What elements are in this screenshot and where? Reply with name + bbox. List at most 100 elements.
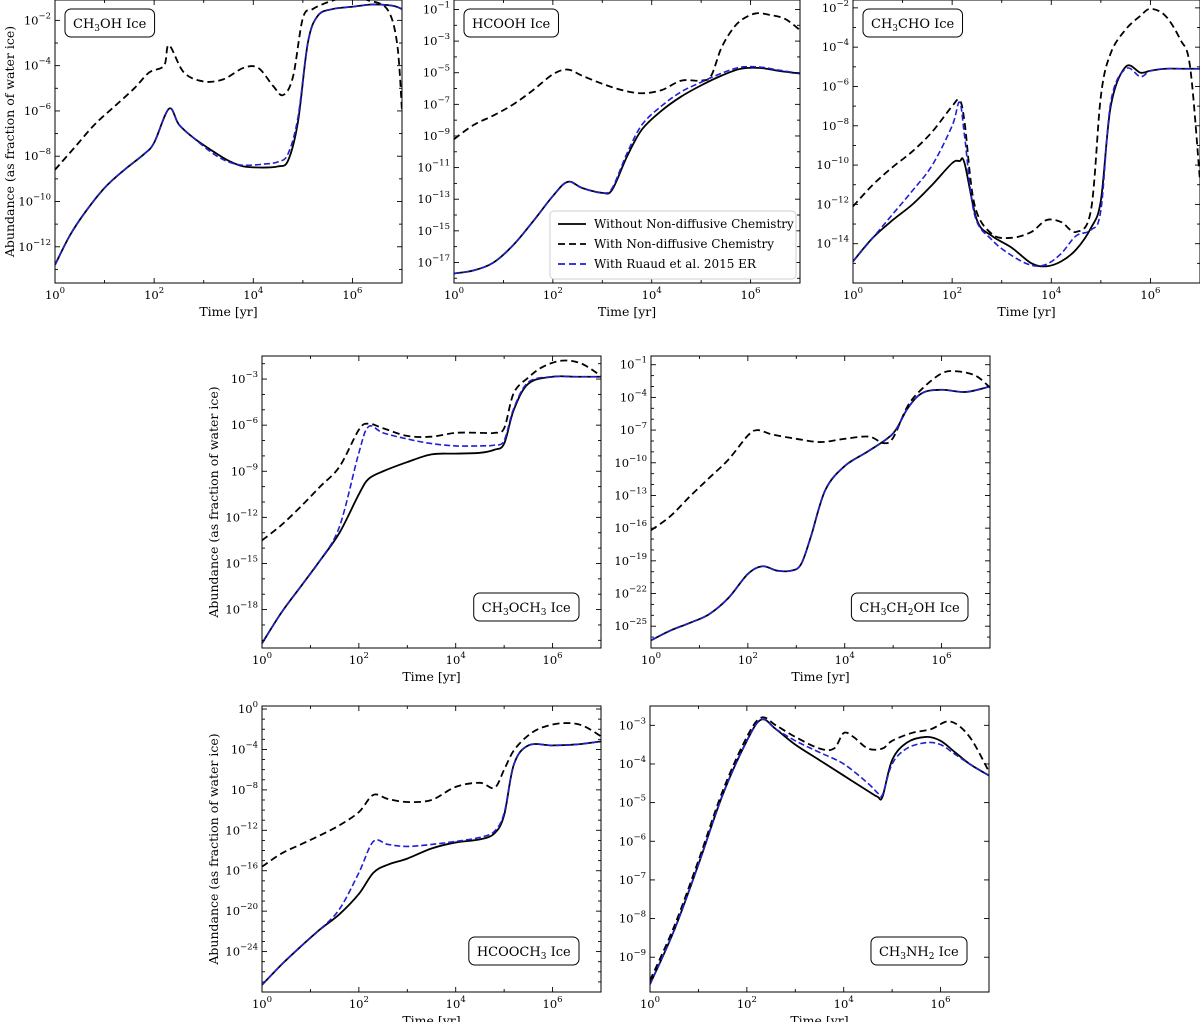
series-group bbox=[55, 0, 402, 266]
y-tick-label: 10−5 bbox=[423, 64, 450, 80]
panel-label-box bbox=[473, 592, 580, 622]
x-tick-label: 104 bbox=[446, 995, 466, 1011]
panel-label: HCOOCH3 Ice bbox=[468, 936, 580, 966]
y-tick-label: 10−12 bbox=[225, 508, 258, 524]
x-tick-label: 102 bbox=[942, 286, 962, 302]
series-line-ruaud bbox=[651, 385, 990, 642]
series-line-without bbox=[262, 740, 601, 986]
series-line-ruaud bbox=[454, 65, 800, 275]
legend-label: With Ruaud et al. 2015 ER bbox=[594, 257, 757, 271]
x-tick-label: 102 bbox=[349, 651, 369, 667]
x-tick-label: 106 bbox=[931, 995, 951, 1011]
axes-frame bbox=[453, 0, 801, 284]
series-group bbox=[262, 359, 601, 644]
x-axis-title: Time [yr] bbox=[598, 304, 656, 319]
series-line-ruaud bbox=[650, 718, 989, 985]
y-axis-title: Abundance (as fraction of water ice) bbox=[206, 733, 221, 965]
y-tick-label: 10−15 bbox=[225, 554, 258, 570]
y-tick-label: 10−16 bbox=[614, 519, 647, 535]
legend-box bbox=[549, 210, 797, 280]
y-tick-label: 10−6 bbox=[231, 416, 258, 432]
x-tick-label: 100 bbox=[843, 286, 863, 302]
panel-label-text: HCOOCH3 Ice bbox=[477, 945, 571, 962]
panel-label-text: CH3OH Ice bbox=[73, 17, 147, 34]
series-line-with bbox=[262, 722, 601, 868]
x-axis-title: Time [yr] bbox=[402, 669, 460, 684]
panel-label-text: CH3NH2 Ice bbox=[879, 945, 959, 962]
x-axis-title: Time [yr] bbox=[791, 669, 849, 684]
y-tick-label: 10−7 bbox=[619, 871, 646, 887]
x-tick-label: 104 bbox=[835, 651, 855, 667]
y-tick-label: 10−7 bbox=[423, 95, 450, 111]
x-tick-label: 100 bbox=[641, 651, 661, 667]
y-tick-label: 10−4 bbox=[231, 740, 258, 756]
y-tick-label: 10−13 bbox=[614, 486, 647, 502]
y-tick-label: 10−14 bbox=[816, 235, 849, 251]
y-tick-label: 10−15 bbox=[417, 222, 450, 238]
y-tick-label: 10−1 bbox=[620, 356, 647, 372]
series-line-without bbox=[853, 64, 1200, 268]
y-tick-label: 10−8 bbox=[822, 117, 849, 133]
x-tick-label: 102 bbox=[737, 995, 757, 1011]
x-tick-label: 102 bbox=[738, 651, 758, 667]
series-line-without bbox=[55, 3, 402, 266]
y-tick-label: 10−9 bbox=[619, 948, 646, 964]
chart-panel-ch3cho: 100 102 104 106 10−14 10−12 10−10 10−8 10−6 10−4 1… bbox=[816, 0, 1200, 319]
y-tick-label: 10−8 bbox=[24, 147, 51, 163]
y-tick-label: 10−4 bbox=[619, 755, 646, 771]
y-tick-label: 10−4 bbox=[24, 57, 51, 73]
legend-label: Without Non-diffusive Chemistry bbox=[594, 217, 794, 231]
legend: Without Non-diffusive Chemistry With Non-… bbox=[549, 210, 797, 280]
x-axis-title: Time [yr] bbox=[402, 1013, 460, 1022]
legend-label: With Non-diffusive Chemistry bbox=[594, 237, 774, 251]
axes-frame bbox=[649, 705, 990, 993]
x-tick-label: 102 bbox=[349, 995, 369, 1011]
x-axis-title: Time [yr] bbox=[199, 304, 257, 319]
y-tick-label: 10−2 bbox=[822, 0, 849, 15]
y-tick-label: 10−6 bbox=[24, 102, 51, 118]
chart-panel-hcooh: 100 102 104 106 10−17 10−15 10−13 10−11 10−9 10−7… bbox=[417, 0, 801, 319]
y-tick-label: 10−6 bbox=[619, 832, 646, 848]
series-group bbox=[454, 12, 800, 275]
x-tick-label: 106 bbox=[543, 995, 563, 1011]
y-tick-label: 10−10 bbox=[816, 156, 849, 172]
series-line-with bbox=[651, 370, 990, 532]
y-tick-label: 10−13 bbox=[417, 190, 450, 206]
series-line-ruaud bbox=[262, 740, 601, 986]
y-tick-label: 10−11 bbox=[417, 159, 450, 175]
series-line-with bbox=[262, 359, 601, 542]
x-tick-label: 104 bbox=[642, 286, 662, 302]
x-tick-label: 104 bbox=[446, 651, 466, 667]
chart-panel-ch3nh2: 100 102 104 106 10−9 10−8 10−7 10−6 10−5 10−4 10−3… bbox=[619, 705, 990, 1022]
panel-label-box bbox=[870, 936, 968, 966]
panel-label: CH3NH2 Ice bbox=[870, 936, 968, 966]
panel-label: CH3CH2OH Ice bbox=[850, 592, 969, 622]
y-tick-label: 10−17 bbox=[417, 253, 450, 269]
panel-label: HCOOH Ice bbox=[463, 8, 559, 38]
y-tick-label: 10−24 bbox=[225, 943, 258, 959]
y-tick-label: 10−4 bbox=[822, 38, 849, 54]
series-line-without bbox=[454, 66, 800, 275]
y-axis-title: Abundance (as fraction of water ice) bbox=[206, 386, 221, 618]
series-line-ruaud bbox=[262, 375, 601, 644]
panel-label-box bbox=[862, 8, 964, 38]
panel-label-box bbox=[463, 8, 559, 38]
y-tick-label: 10−5 bbox=[619, 794, 646, 810]
y-tick-label: 10−12 bbox=[18, 238, 51, 254]
y-tick-label: 10−6 bbox=[822, 77, 849, 93]
y-tick-label: 10−10 bbox=[18, 192, 51, 208]
series-line-ruaud bbox=[853, 67, 1200, 267]
series-line-with bbox=[650, 716, 989, 981]
panel-label-text: HCOOH Ice bbox=[472, 17, 550, 32]
y-tick-label: 10−8 bbox=[231, 781, 258, 797]
x-tick-label: 100 bbox=[640, 995, 660, 1011]
y-tick-label: 10−19 bbox=[614, 552, 647, 568]
x-tick-label: 106 bbox=[932, 651, 952, 667]
y-tick-label: 10−25 bbox=[614, 617, 647, 633]
chart-panel-ch3och3: 100 102 104 106 10−18 10−15 10−12 10−9 10−6 10−3 T… bbox=[206, 355, 602, 684]
x-tick-label: 106 bbox=[1140, 286, 1160, 302]
series-group bbox=[651, 370, 990, 642]
y-tick-label: 10−10 bbox=[614, 454, 647, 470]
panel-label-box bbox=[64, 8, 156, 38]
